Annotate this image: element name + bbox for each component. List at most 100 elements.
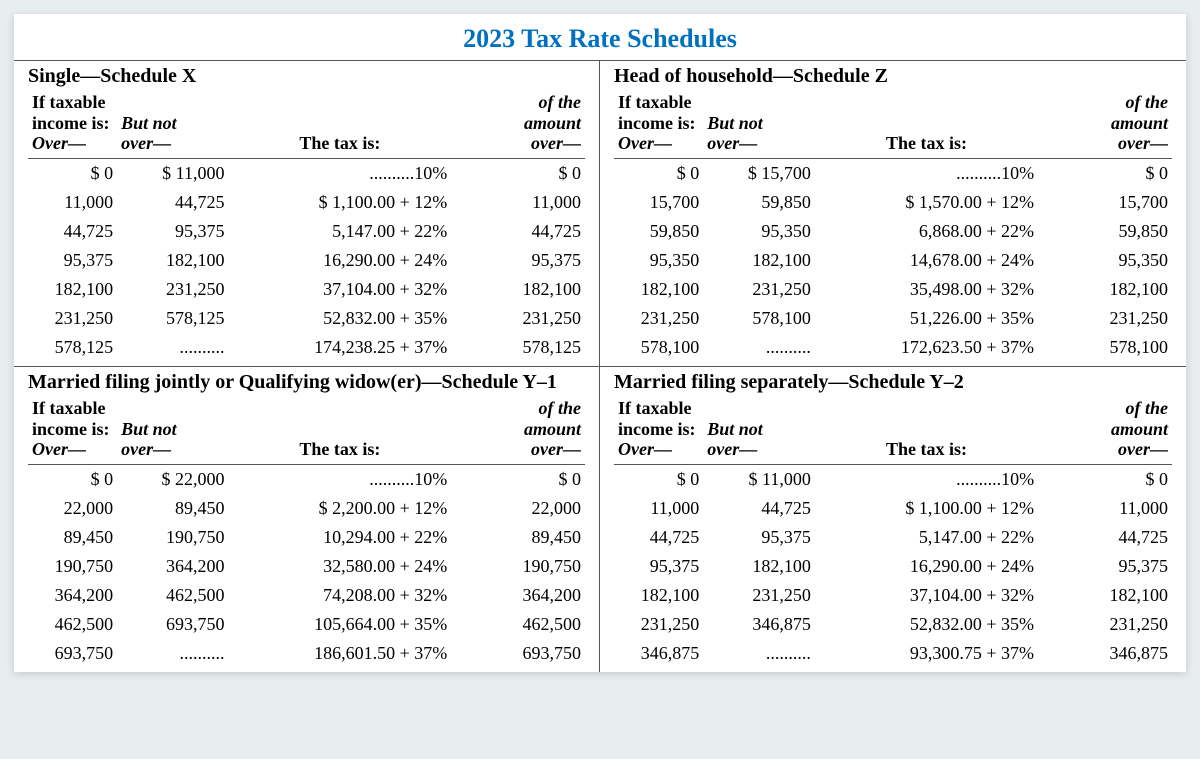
- cell-ofamt: 693,750: [451, 639, 585, 668]
- table-row: 693,750..........186,601.50 + 37%693,750: [28, 639, 585, 668]
- bottom-grid: Married filing jointly or Qualifying wid…: [14, 366, 1186, 672]
- cell-tax: ..........10%: [229, 159, 452, 189]
- cell-ofamt: 231,250: [1038, 304, 1172, 333]
- hdr-ofamt: of the amount over—: [1038, 90, 1172, 159]
- cell-over: 462,500: [28, 610, 117, 639]
- cell-over: $ 0: [614, 159, 703, 189]
- hdr-tax: The tax is:: [229, 396, 452, 465]
- cell-butnot: $ 11,000: [703, 465, 815, 495]
- cell-tax: 172,623.50 + 37%: [815, 333, 1038, 362]
- cell-butnot: ..........: [703, 639, 815, 668]
- table-row: 59,85095,3506,868.00 + 22%59,850: [614, 217, 1172, 246]
- table-row: 95,375182,10016,290.00 + 24%95,375: [614, 552, 1172, 581]
- cell-butnot: 231,250: [117, 275, 228, 304]
- table-row: 22,00089,450$ 2,200.00 + 12%22,000: [28, 494, 585, 523]
- cell-over: 231,250: [28, 304, 117, 333]
- cell-butnot: $ 15,700: [703, 159, 815, 189]
- cell-ofamt: 182,100: [451, 275, 585, 304]
- cell-ofamt: 95,350: [1038, 246, 1172, 275]
- cell-butnot: 462,500: [117, 581, 228, 610]
- cell-tax: ..........10%: [229, 465, 452, 495]
- cell-over: 693,750: [28, 639, 117, 668]
- cell-butnot: 182,100: [703, 246, 815, 275]
- cell-ofamt: 182,100: [1038, 275, 1172, 304]
- cell-tax: 51,226.00 + 35%: [815, 304, 1038, 333]
- cell-butnot: ..........: [117, 333, 228, 362]
- cell-ofamt: 22,000: [451, 494, 585, 523]
- cell-ofamt: 364,200: [451, 581, 585, 610]
- cell-tax: 186,601.50 + 37%: [229, 639, 452, 668]
- schedule-y2-title: Married filing separately—Schedule Y–2: [614, 367, 1172, 396]
- hdr-ofamt: of the amount over—: [1038, 396, 1172, 465]
- cell-butnot: 59,850: [703, 188, 815, 217]
- table-header: If taxable income is: Over— But not over…: [28, 396, 585, 465]
- schedule-z-table: If taxable income is: Over— But not over…: [614, 90, 1172, 362]
- table-row: 190,750364,20032,580.00 + 24%190,750: [28, 552, 585, 581]
- cell-tax: 16,290.00 + 24%: [229, 246, 452, 275]
- cell-ofamt: 44,725: [1038, 523, 1172, 552]
- hdr-tax: The tax is:: [815, 396, 1038, 465]
- cell-tax: 35,498.00 + 32%: [815, 275, 1038, 304]
- tax-schedule-sheet: 2023 Tax Rate Schedules Single—Schedule …: [14, 14, 1186, 672]
- cell-ofamt: 182,100: [1038, 581, 1172, 610]
- cell-butnot: 190,750: [117, 523, 228, 552]
- table-row: 44,72595,3755,147.00 + 22%44,725: [28, 217, 585, 246]
- cell-butnot: 95,375: [117, 217, 228, 246]
- cell-ofamt: 11,000: [451, 188, 585, 217]
- cell-butnot: 578,125: [117, 304, 228, 333]
- cell-ofamt: 190,750: [451, 552, 585, 581]
- table-header: If taxable income is: Over— But not over…: [614, 396, 1172, 465]
- cell-butnot: ..........: [703, 333, 815, 362]
- table-row: 182,100231,25035,498.00 + 32%182,100: [614, 275, 1172, 304]
- table-row: 15,70059,850$ 1,570.00 + 12%15,700: [614, 188, 1172, 217]
- cell-over: 11,000: [28, 188, 117, 217]
- cell-ofamt: 462,500: [451, 610, 585, 639]
- cell-tax: ..........10%: [815, 159, 1038, 189]
- cell-ofamt: 95,375: [1038, 552, 1172, 581]
- hdr-over: If taxable income is: Over—: [614, 90, 703, 159]
- cell-tax: $ 1,100.00 + 12%: [229, 188, 452, 217]
- schedule-y2-panel: Married filing separately—Schedule Y–2 I…: [600, 367, 1186, 672]
- cell-tax: $ 2,200.00 + 12%: [229, 494, 452, 523]
- hdr-ofamt: of the amount over—: [451, 396, 585, 465]
- cell-tax: 174,238.25 + 37%: [229, 333, 452, 362]
- cell-ofamt: 89,450: [451, 523, 585, 552]
- cell-ofamt: 578,100: [1038, 333, 1172, 362]
- cell-ofamt: 231,250: [451, 304, 585, 333]
- cell-ofamt: 231,250: [1038, 610, 1172, 639]
- cell-butnot: 231,250: [703, 581, 815, 610]
- table-row: 89,450190,75010,294.00 + 22%89,450: [28, 523, 585, 552]
- cell-butnot: $ 22,000: [117, 465, 228, 495]
- cell-over: 95,375: [614, 552, 703, 581]
- table-row: 346,875..........93,300.75 + 37%346,875: [614, 639, 1172, 668]
- cell-over: 231,250: [614, 610, 703, 639]
- table-header: If taxable income is: Over— But not over…: [614, 90, 1172, 159]
- cell-over: 95,375: [28, 246, 117, 275]
- table-row: 231,250578,12552,832.00 + 35%231,250: [28, 304, 585, 333]
- cell-ofamt: $ 0: [451, 159, 585, 189]
- cell-ofamt: 578,125: [451, 333, 585, 362]
- cell-tax: 14,678.00 + 24%: [815, 246, 1038, 275]
- cell-tax: 52,832.00 + 35%: [229, 304, 452, 333]
- schedule-y1-table: If taxable income is: Over— But not over…: [28, 396, 585, 668]
- table-row: 364,200462,50074,208.00 + 32%364,200: [28, 581, 585, 610]
- cell-tax: 37,104.00 + 32%: [229, 275, 452, 304]
- table-header: If taxable income is: Over— But not over…: [28, 90, 585, 159]
- table-row: 462,500693,750105,664.00 + 35%462,500: [28, 610, 585, 639]
- top-grid: Single—Schedule X If taxable income is: …: [14, 61, 1186, 366]
- schedule-x-table: If taxable income is: Over— But not over…: [28, 90, 585, 362]
- cell-ofamt: 44,725: [451, 217, 585, 246]
- cell-over: 578,125: [28, 333, 117, 362]
- table-row: $ 0$ 22,000..........10%$ 0: [28, 465, 585, 495]
- schedule-x-panel: Single—Schedule X If taxable income is: …: [14, 61, 600, 366]
- cell-butnot: 578,100: [703, 304, 815, 333]
- table-row: 95,375182,10016,290.00 + 24%95,375: [28, 246, 585, 275]
- cell-butnot: ..........: [117, 639, 228, 668]
- schedule-x-title: Single—Schedule X: [28, 61, 585, 90]
- cell-butnot: 44,725: [117, 188, 228, 217]
- cell-butnot: 44,725: [703, 494, 815, 523]
- cell-ofamt: $ 0: [451, 465, 585, 495]
- cell-over: $ 0: [614, 465, 703, 495]
- cell-over: 59,850: [614, 217, 703, 246]
- schedule-y1-panel: Married filing jointly or Qualifying wid…: [14, 367, 600, 672]
